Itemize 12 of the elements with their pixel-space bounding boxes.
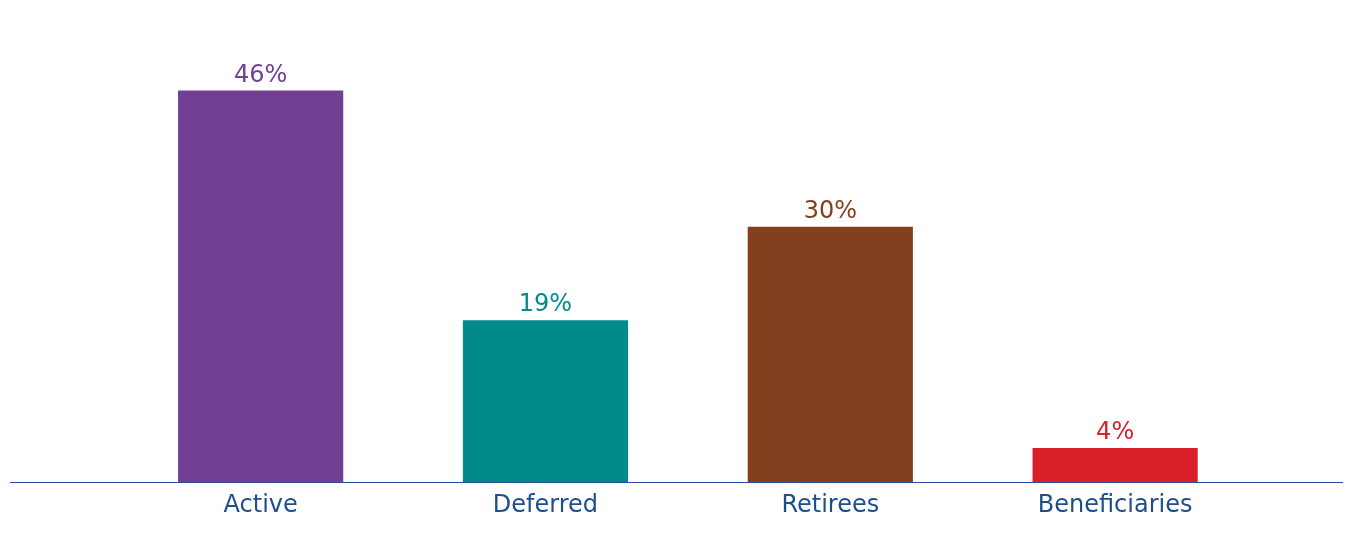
x-tick-label: Retirees (781, 489, 880, 518)
x-tick-label: Beneficiaries (1037, 489, 1193, 518)
x-tick-label: Deferred (492, 489, 599, 518)
bar (747, 226, 913, 482)
data-label: 46% (233, 59, 288, 88)
bar (178, 90, 344, 482)
x-tick-label: Active (223, 489, 298, 518)
data-label: 19% (518, 289, 573, 318)
data-label: 30% (803, 195, 857, 224)
bar (462, 320, 629, 482)
data-label: 4% (1096, 416, 1135, 445)
bar (1032, 447, 1198, 482)
